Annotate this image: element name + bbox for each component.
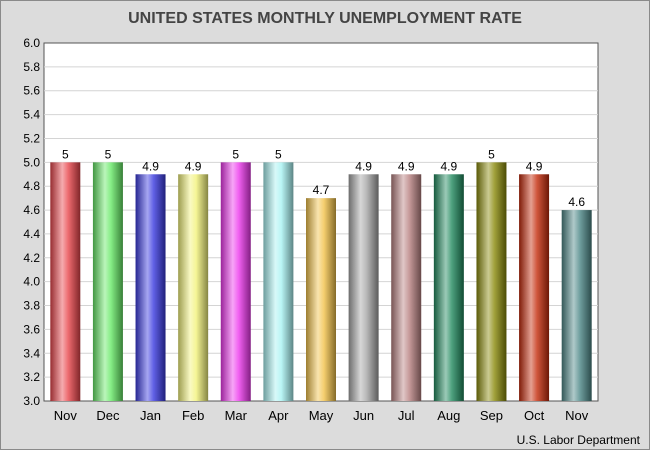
y-tick-label: 3.8 (23, 299, 40, 313)
y-tick-label: 4.4 (23, 227, 40, 241)
x-axis-category-labels: Nov Dec Jan Feb Mar Apr May Jun Jul Aug Sep Oct Nov (54, 408, 589, 423)
bar-value-label: 4.9 (398, 159, 415, 173)
bar-value-label: 5 (275, 147, 282, 161)
x-category-label: Nov (565, 408, 589, 423)
bar-aug-9 (433, 174, 464, 401)
bar-mar-4 (220, 162, 251, 401)
bar-apr-5 (263, 162, 294, 401)
y-tick-label: 3.6 (23, 322, 40, 336)
bar-may-6 (306, 198, 336, 401)
x-category-label: Jul (398, 408, 415, 423)
source-credit: U.S. Labor Department (517, 433, 641, 447)
y-tick-label: 4.6 (23, 203, 40, 217)
bar-value-label: 4.7 (313, 183, 330, 197)
bar-value-label: 4.6 (568, 195, 585, 209)
y-axis-tick-labels: 3.0 3.2 3.4 3.6 3.8 4.0 4.2 4.4 4.6 4.8 5.0 5.2 5.4 5… (23, 36, 40, 408)
y-tick-label: 3.4 (23, 346, 40, 360)
y-tick-label: 4.2 (23, 251, 40, 265)
bar-nov-12 (561, 210, 592, 401)
bar-jul-8 (391, 174, 422, 401)
x-category-label: Jan (140, 408, 161, 423)
bar-jun-7 (348, 174, 379, 401)
bar-nov-0 (50, 162, 81, 401)
y-tick-label: 6.0 (23, 36, 40, 50)
bar-value-label: 4.9 (526, 159, 543, 173)
bar-value-label: 4.9 (441, 159, 458, 173)
y-tick-label: 5.4 (23, 108, 40, 122)
bar-value-label: 4.9 (142, 159, 159, 173)
y-tick-label: 5.6 (23, 84, 40, 98)
bar-value-label: 4.9 (355, 159, 372, 173)
y-tick-label: 4.0 (23, 275, 40, 289)
bar-oct-11 (519, 174, 550, 401)
bar-dec-1 (92, 162, 123, 401)
x-category-label: Oct (524, 408, 545, 423)
x-category-label: Mar (225, 408, 248, 423)
y-tick-label: 3.2 (23, 370, 40, 384)
y-tick-label: 4.8 (23, 179, 40, 193)
bar-value-label: 5 (62, 147, 69, 161)
chart-title: UNITED STATES MONTHLY UNEMPLOYMENT RATE (128, 10, 522, 27)
bar-value-label: 4.9 (185, 159, 202, 173)
data-labels: 5 5 4.9 4.9 5 5 4.7 4.9 4.9 4.9 5 4.9 4.6 (62, 147, 585, 209)
bar-jan-2 (135, 174, 166, 401)
x-category-label: Nov (54, 408, 78, 423)
y-tick-label: 5.0 (23, 155, 40, 169)
bar-value-label: 5 (488, 147, 495, 161)
bar-value-label: 5 (105, 147, 112, 161)
x-category-label: Apr (268, 408, 289, 423)
y-tick-label: 3.0 (23, 394, 40, 408)
x-category-label: Feb (182, 408, 204, 423)
x-category-label: May (309, 408, 334, 423)
y-tick-label: 5.8 (23, 60, 40, 74)
bar-value-label: 5 (232, 147, 239, 161)
x-category-label: Aug (437, 408, 460, 423)
x-category-label: Jun (353, 408, 374, 423)
y-tick-label: 5.2 (23, 131, 40, 145)
x-category-label: Sep (480, 408, 503, 423)
x-category-label: Dec (96, 408, 120, 423)
bar-feb-3 (178, 174, 209, 401)
bars (50, 162, 592, 401)
bar-sep-10 (476, 162, 507, 401)
